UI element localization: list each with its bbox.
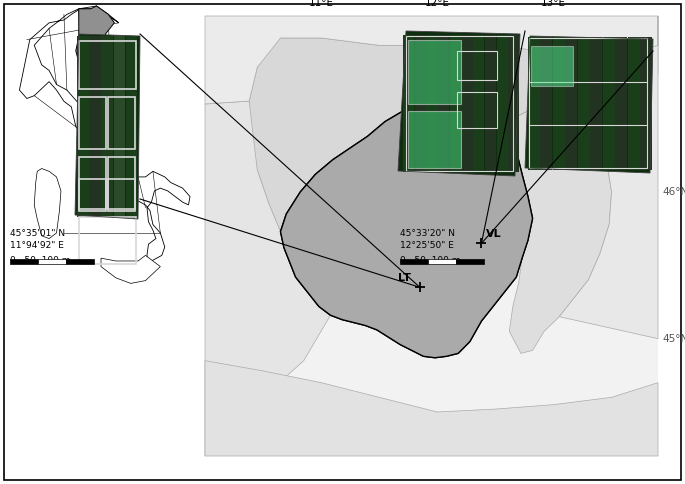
Polygon shape [75, 34, 140, 219]
Bar [414, 35, 426, 172]
Text: 45°35'01" N
11°94'92" E: 45°35'01" N 11°94'92" E [10, 229, 65, 250]
Bar [101, 36, 113, 217]
Polygon shape [280, 97, 532, 358]
Bar [531, 46, 573, 86]
Bar [38, 259, 66, 264]
Bar [616, 37, 627, 170]
Bar [408, 111, 461, 168]
Bar [79, 217, 136, 264]
Bar [79, 179, 106, 211]
Polygon shape [205, 101, 330, 456]
Text: VL: VL [486, 229, 501, 239]
Polygon shape [398, 31, 520, 176]
Bar [108, 97, 135, 149]
Text: 0   50  100 m: 0 50 100 m [400, 256, 460, 265]
Bar [108, 179, 135, 211]
Bar [79, 97, 106, 149]
Bar [408, 40, 461, 104]
Bar [529, 38, 647, 168]
Polygon shape [101, 256, 160, 284]
Bar [603, 37, 615, 170]
Polygon shape [205, 16, 658, 456]
Text: 0   50  100 m: 0 50 100 m [10, 256, 71, 265]
Bar [462, 35, 473, 172]
Text: 13°E: 13°E [541, 0, 566, 8]
Bar [497, 35, 508, 172]
Text: LT: LT [398, 273, 411, 283]
Bar [10, 259, 38, 264]
Bar [450, 35, 461, 172]
Bar [590, 37, 603, 170]
Bar [403, 35, 414, 172]
Bar [89, 36, 101, 217]
Bar [578, 37, 590, 170]
Polygon shape [246, 38, 565, 232]
Bar [485, 35, 496, 172]
Bar [126, 36, 138, 217]
Text: 46°N: 46°N [662, 187, 685, 197]
Bar [426, 35, 438, 172]
Bar [553, 37, 565, 170]
Text: 45°33'20" N
12°25'50" E: 45°33'20" N 12°25'50" E [400, 229, 455, 250]
Bar [66, 259, 94, 264]
Bar [79, 41, 136, 89]
Text: 12°E: 12°E [425, 0, 450, 8]
Bar [540, 37, 553, 170]
Polygon shape [501, 72, 612, 353]
Bar [628, 37, 640, 170]
Bar [428, 259, 456, 264]
Bar [438, 35, 449, 172]
Polygon shape [205, 16, 658, 104]
Polygon shape [525, 36, 653, 173]
Polygon shape [76, 6, 114, 68]
Bar [528, 37, 540, 170]
Bar [473, 35, 484, 172]
Bar [108, 157, 135, 209]
Bar [406, 36, 513, 171]
Bar [400, 259, 428, 264]
Bar [566, 37, 577, 170]
Bar [640, 37, 653, 170]
Text: 45°N: 45°N [662, 333, 685, 344]
Bar [508, 35, 519, 172]
Polygon shape [19, 6, 190, 264]
Bar [456, 259, 484, 264]
Bar [77, 36, 88, 217]
Text: 11°E: 11°E [309, 0, 334, 8]
Bar [114, 36, 125, 217]
Bar [79, 157, 106, 209]
Bar [457, 51, 497, 80]
Polygon shape [205, 361, 658, 456]
Polygon shape [559, 16, 658, 339]
Bar [205, 16, 658, 456]
Polygon shape [34, 168, 61, 239]
Polygon shape [280, 97, 532, 358]
Bar [457, 92, 497, 128]
